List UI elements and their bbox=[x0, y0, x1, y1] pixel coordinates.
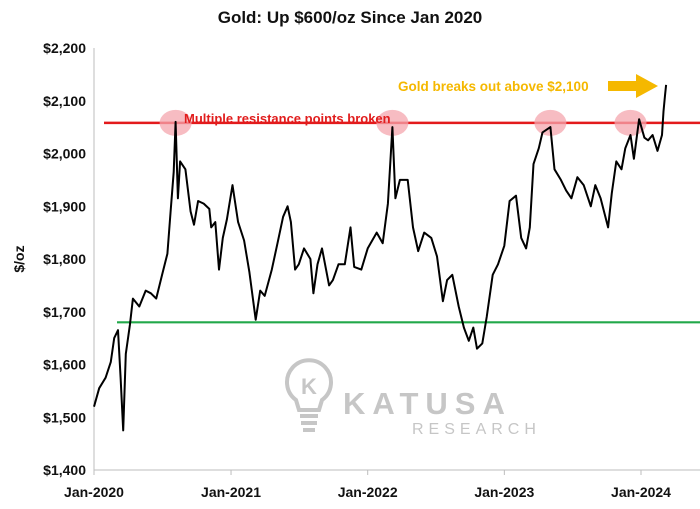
series-lines bbox=[93, 84, 668, 432]
watermark-name: KATUSA bbox=[343, 386, 512, 421]
y-tick-label: $1,800 bbox=[43, 251, 86, 267]
annotation-breakout: Gold breaks out above $2,100 bbox=[398, 79, 589, 94]
x-tick-label: Jan-2021 bbox=[201, 484, 261, 500]
y-tick-label: $2,200 bbox=[43, 40, 86, 56]
y-tick-label: $1,500 bbox=[43, 409, 86, 425]
x-tick-label: Jan-2023 bbox=[474, 484, 534, 500]
watermark-icon-letter: K bbox=[301, 374, 317, 399]
resistance-highlight-marker bbox=[376, 109, 409, 136]
y-tick-label: $1,600 bbox=[43, 357, 86, 373]
y-tick-label: $2,000 bbox=[43, 146, 86, 162]
gold-price-line bbox=[93, 84, 668, 432]
x-axis-ticks: Jan-2020 Jan-2021 Jan-2022 Jan-2023 Jan-2024 bbox=[64, 470, 671, 500]
y-tick-label: $1,900 bbox=[43, 198, 86, 214]
watermark-subtitle: RESEARCH bbox=[412, 421, 541, 438]
y-tick-label: $2,100 bbox=[43, 93, 86, 109]
x-tick-label: Jan-2022 bbox=[338, 484, 398, 500]
y-axis-ticks: $1,400 $1,500 $1,600 $1,700 $1,800 $1,900 $2,0… bbox=[43, 40, 86, 478]
chart-title: Gold: Up $600/oz Since Jan 2020 bbox=[218, 8, 483, 27]
resistance-highlight-marker bbox=[614, 109, 647, 136]
resistance-highlights bbox=[159, 109, 647, 136]
resistance-highlight-marker bbox=[534, 109, 567, 136]
breakout-arrow-icon bbox=[608, 74, 658, 98]
y-axis-label: $/oz bbox=[11, 245, 27, 272]
annotation-resistance: Multiple resistance points broken bbox=[184, 111, 391, 126]
lightbulb-k-icon: K bbox=[285, 358, 333, 432]
x-tick-label: Jan-2024 bbox=[611, 484, 671, 500]
y-tick-label: $1,400 bbox=[43, 462, 86, 478]
x-tick-label: Jan-2020 bbox=[64, 484, 124, 500]
katusa-watermark: K KATUSA RESEARCH bbox=[285, 358, 541, 438]
y-tick-label: $1,700 bbox=[43, 304, 86, 320]
